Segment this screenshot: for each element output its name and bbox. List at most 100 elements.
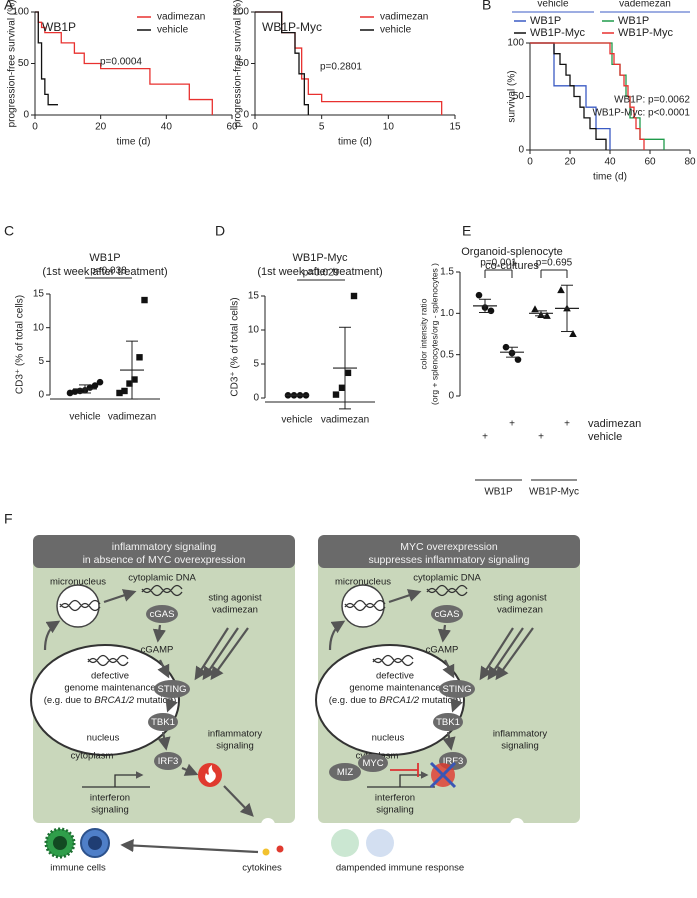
- flame: [205, 765, 216, 783]
- data-point: [338, 384, 346, 391]
- diagram-note: (e.g. due to BRCA1/2 mutation): [329, 695, 462, 706]
- panel-letter: B: [482, 0, 491, 13]
- data-point: [332, 391, 340, 398]
- cell-line-label: WB1P-Myc: [529, 487, 579, 498]
- data-point: [514, 356, 522, 363]
- panel-header: [33, 535, 295, 568]
- diagram-label: cGAMP: [426, 645, 459, 656]
- diagram-label: STING: [442, 684, 471, 695]
- y-tick-label: 1.0: [440, 308, 454, 319]
- note-part: BRCA1/2: [379, 695, 419, 706]
- protein: [358, 754, 388, 772]
- diagram-label: cGAS: [435, 609, 460, 620]
- y-tick-label: 0.5: [440, 349, 454, 360]
- x-tick-label: 15: [449, 122, 461, 133]
- y-axis-label: (org + splenocytes/org - splenocytes ): [429, 263, 439, 405]
- diagram-label: immune cells: [50, 863, 106, 874]
- x-tick-label: 60: [644, 157, 656, 168]
- note-part: BRCA1/2: [94, 695, 134, 706]
- y-tick-label: 0: [38, 390, 44, 401]
- cytokine: [276, 845, 284, 853]
- plus-sign: +: [482, 432, 488, 443]
- panel-letter: C: [4, 223, 14, 239]
- y-tick-label: 10: [33, 322, 45, 333]
- plus-sign: +: [564, 419, 570, 430]
- y-tick-label: 1.5: [440, 267, 454, 278]
- diagram-label: TBK1: [151, 717, 175, 728]
- diagram-label: cytoplamic DNA: [413, 573, 481, 584]
- annotation: WB1P-Myc: p<0.0001: [592, 108, 690, 119]
- panel-letter: E: [462, 223, 471, 239]
- diagram-label: inflammatory: [208, 729, 263, 740]
- diagram-label: micronucleus: [50, 577, 106, 588]
- arrow: [43, 620, 61, 651]
- arrow: [152, 624, 166, 643]
- y-tick-label: 50: [238, 58, 250, 69]
- diagram-label: MYC overexpression: [400, 541, 498, 553]
- x-tick-label: vadimezan: [108, 412, 156, 423]
- chart-title: WB1P: [89, 252, 120, 264]
- diagram-label: cytokines: [242, 863, 282, 874]
- diagram-label: cytoplamic DNA: [128, 573, 196, 584]
- legend-label: WB1P: [618, 15, 649, 27]
- immune-cell-nucleus: [53, 836, 67, 850]
- diagram-label: nucleus: [372, 733, 405, 744]
- data-point: [136, 354, 143, 361]
- y-axis-label: progression-free survival (%): [233, 0, 244, 127]
- data-point: [66, 389, 74, 397]
- diagram-label: signaling: [501, 741, 539, 752]
- x-tick-label: 40: [161, 122, 173, 133]
- y-tick-label: 0: [253, 393, 259, 404]
- x-tick-label: 20: [95, 122, 107, 133]
- y-tick-label: 0: [518, 145, 524, 156]
- legend-group-label: vademezan: [619, 0, 671, 10]
- immune-cell-nucleus: [88, 836, 102, 850]
- x-tick-label: 80: [684, 157, 696, 168]
- data-point: [344, 369, 352, 377]
- block-cross: [429, 761, 457, 789]
- dna-icon: [344, 599, 386, 612]
- x-tick-label: 0: [252, 122, 258, 133]
- panel-letter: D: [215, 223, 225, 239]
- diagram-label: in absence of MYC overexpression: [83, 554, 246, 566]
- x-tick-label: vadimezan: [321, 415, 369, 426]
- y-tick-label: 50: [18, 58, 30, 69]
- diagram-label: nucleus: [87, 733, 120, 744]
- arrow: [450, 697, 463, 713]
- diagram-label: dampended immune response: [336, 863, 464, 874]
- arrow: [202, 627, 239, 681]
- note-part: mutation): [134, 695, 176, 706]
- data-point: [91, 382, 99, 389]
- diagram-label: signaling: [376, 805, 414, 816]
- legend-label: WB1P-Myc: [618, 27, 674, 39]
- diagram-label: sting agonist: [208, 593, 262, 604]
- arrow: [328, 620, 346, 651]
- diagram-label: MYC: [362, 758, 383, 769]
- protein: [329, 763, 361, 781]
- y-tick-label: 5: [38, 356, 44, 367]
- y-tick-label: 15: [248, 291, 260, 302]
- x-tick-label: 5: [319, 122, 325, 133]
- x-tick-label: vehicle: [281, 415, 313, 426]
- legend-label: vadimezan: [380, 12, 428, 23]
- protein: [148, 713, 178, 731]
- x-tick-label: 40: [604, 157, 616, 168]
- protein: [146, 605, 178, 623]
- panel-header: [318, 535, 580, 568]
- dna-icon: [141, 584, 183, 597]
- data-point: [126, 380, 133, 387]
- diagram-label: cGAMP: [141, 645, 174, 656]
- arrow: [479, 627, 514, 681]
- data-point: [96, 378, 104, 386]
- diagram-label: genome maintenance: [349, 683, 440, 694]
- diagram-label: inflammatory signaling: [112, 541, 217, 553]
- y-tick-label: 100: [232, 7, 249, 18]
- note-part: mutation): [419, 695, 461, 706]
- data-point: [487, 307, 495, 315]
- diagram-note: (e.g. due to BRCA1/2 mutation): [44, 695, 177, 706]
- x-tick-label: vehicle: [69, 412, 101, 423]
- survival-curve: [530, 42, 607, 150]
